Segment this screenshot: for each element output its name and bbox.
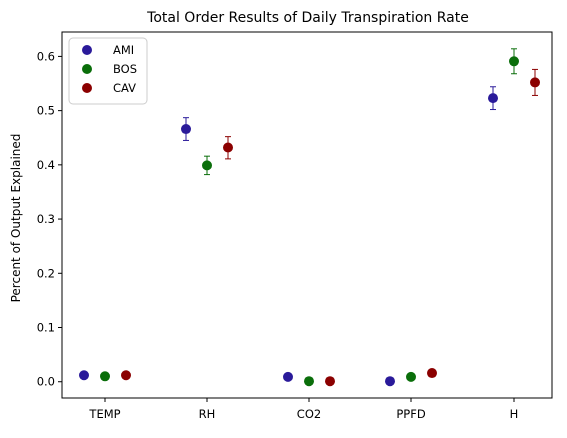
data-point — [181, 124, 191, 135]
data-point — [385, 376, 395, 387]
data-point — [509, 56, 519, 67]
y-axis-label: Percent of Output Explained — [9, 134, 23, 303]
legend-item: AMI — [82, 43, 134, 57]
data-point — [79, 370, 89, 381]
legend: AMI BOS CAV — [68, 37, 148, 105]
x-tick-label: CO2 — [297, 407, 321, 421]
data-point — [304, 376, 314, 387]
legend-marker — [82, 45, 92, 55]
x-tick-label: H — [510, 407, 519, 421]
data-point — [427, 368, 437, 379]
legend-label: CAV — [113, 81, 136, 95]
data-point — [530, 77, 540, 88]
x-axis: TEMP RH CO2 PPFD H — [88, 398, 518, 421]
x-tick-label: PPFD — [396, 407, 425, 421]
y-tick-label: 0.3 — [37, 212, 55, 226]
y-tick-label: 0.1 — [37, 321, 55, 335]
x-tick-label: TEMP — [88, 407, 120, 421]
legend-marker — [82, 64, 92, 74]
legend-label: AMI — [113, 43, 134, 57]
y-tick-label: 0.0 — [37, 375, 55, 389]
data-point — [100, 371, 110, 382]
series-bos — [100, 48, 519, 387]
x-tick-label: RH — [199, 407, 216, 421]
data-marks — [79, 48, 540, 387]
data-point — [202, 160, 212, 171]
legend-item: BOS — [82, 62, 137, 76]
data-point — [325, 376, 335, 387]
legend-item: CAV — [82, 81, 136, 95]
data-point — [406, 371, 416, 382]
plot-frame — [61, 31, 553, 399]
legend-marker — [82, 83, 92, 93]
y-tick-label: 0.2 — [37, 266, 55, 280]
y-tick-label: 0.6 — [37, 49, 55, 63]
data-point — [283, 371, 293, 382]
legend-label: BOS — [113, 62, 137, 76]
series-ami — [79, 86, 498, 387]
y-axis: 0.0 0.1 0.2 0.3 0.4 0.5 0.6 — [37, 49, 62, 389]
data-point — [121, 370, 131, 381]
data-point — [223, 142, 233, 153]
y-tick-label: 0.5 — [37, 104, 55, 118]
y-tick-label: 0.4 — [37, 158, 55, 172]
series-cav — [121, 68, 540, 387]
data-point — [488, 93, 498, 104]
chart-title: Total Order Results of Daily Transpirati… — [146, 10, 469, 26]
